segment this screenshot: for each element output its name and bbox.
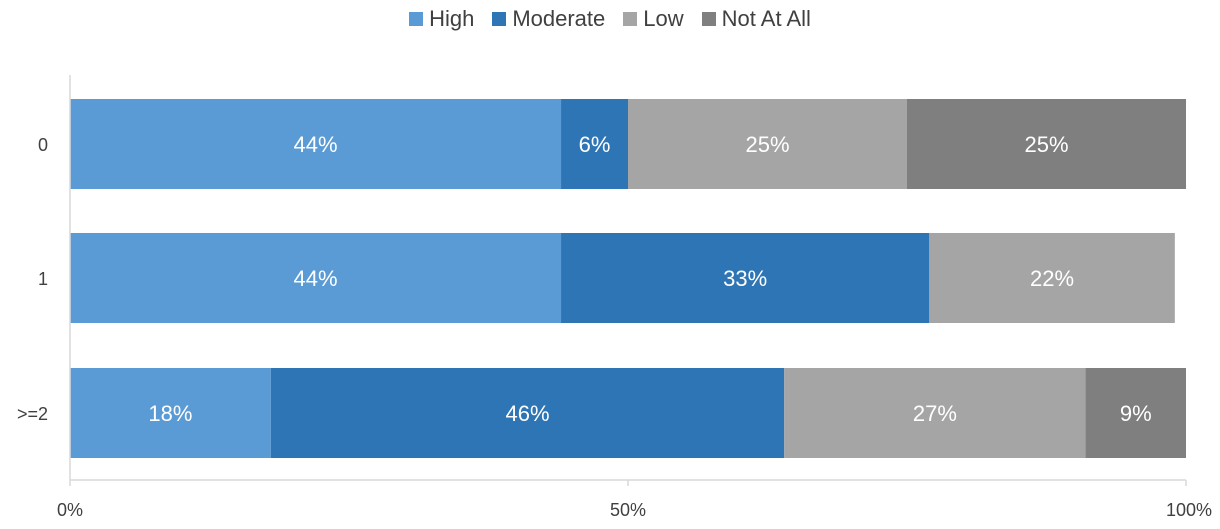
x-tick-label: 0% [57, 500, 83, 520]
category-label: 0 [38, 135, 48, 155]
data-label: 33% [723, 266, 767, 291]
data-label: 6% [579, 132, 611, 157]
legend-swatch [492, 12, 507, 26]
data-label: 27% [913, 401, 957, 426]
bar-segment [628, 99, 907, 189]
bar-segment [561, 233, 930, 323]
bar-segment [70, 368, 271, 458]
data-label: 9% [1120, 401, 1152, 426]
bar-segment [907, 99, 1186, 189]
legend-item-low: Low [623, 6, 684, 32]
legend-item-high: High [409, 6, 474, 32]
bar-segment [1085, 368, 1186, 458]
data-label: 18% [148, 401, 192, 426]
data-label: 44% [293, 132, 337, 157]
bar-segment [270, 368, 785, 458]
category-label: >=2 [17, 404, 48, 424]
bar-segment [784, 368, 1086, 458]
legend-item-not-at-all: Not At All [701, 6, 811, 32]
data-label: 22% [1030, 266, 1074, 291]
data-label: 44% [293, 266, 337, 291]
legend-label: High [429, 6, 475, 31]
legend-label: Moderate [512, 6, 606, 31]
x-tick-label: 100% [1166, 500, 1212, 520]
legend-swatch [623, 12, 638, 26]
category-label: 1 [38, 269, 48, 289]
legend-swatch [409, 12, 424, 26]
bar-segment [70, 99, 562, 189]
legend: High Moderate Low Not At All [0, 6, 1220, 32]
bar-segment [929, 233, 1175, 323]
legend-label: Not At All [721, 6, 811, 31]
data-label: 46% [506, 401, 550, 426]
legend-swatch [701, 12, 716, 26]
bar-segment [70, 233, 562, 323]
legend-label: Low [643, 6, 684, 31]
data-label: 25% [1024, 132, 1068, 157]
data-label: 25% [745, 132, 789, 157]
bar-segment [561, 99, 628, 189]
x-tick-label: 50% [610, 500, 646, 520]
legend-item-moderate: Moderate [492, 6, 605, 32]
